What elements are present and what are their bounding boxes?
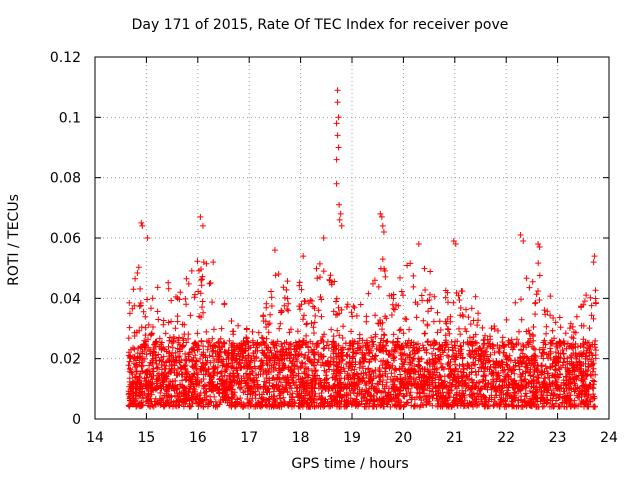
y-tick-label: 0.12 (50, 50, 81, 66)
y-tick-label: 0.06 (50, 231, 81, 247)
x-tick-label: 16 (189, 430, 207, 446)
x-tick-label: 20 (394, 430, 412, 446)
x-tick-label: 14 (86, 430, 104, 446)
axis-ticks: 14 15 16 17 18 19 20 21 22 23 24 0 0.02 0.04 0.06 0.08 0… (50, 50, 618, 446)
data-points (125, 87, 599, 410)
x-tick-label: 18 (292, 430, 310, 446)
x-axis-label: GPS time / hours (291, 456, 409, 472)
x-tick-label: 19 (343, 430, 361, 446)
x-tick-label: 23 (549, 430, 567, 446)
x-tick-label: 17 (240, 430, 258, 446)
x-tick-label: 21 (446, 430, 464, 446)
x-tick-label: 24 (600, 430, 618, 446)
chart-title: Day 171 of 2015, Rate Of TEC Index for r… (131, 17, 509, 33)
y-axis-label: ROTI / TECUs (6, 194, 22, 286)
y-tick-label: 0.02 (50, 352, 81, 368)
y-tick-label: 0 (72, 412, 81, 428)
scatter-markers (125, 87, 599, 410)
x-tick-label: 22 (497, 430, 515, 446)
y-tick-label: 0.1 (59, 110, 81, 126)
y-tick-label: 0.08 (50, 171, 81, 187)
x-tick-label: 15 (137, 430, 155, 446)
y-tick-label: 0.04 (50, 291, 81, 307)
